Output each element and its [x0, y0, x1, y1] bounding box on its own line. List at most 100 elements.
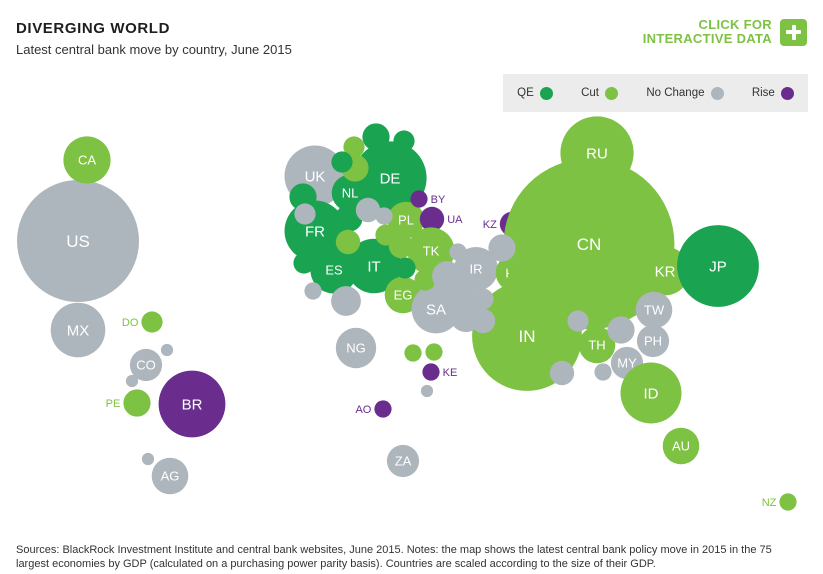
country-bubble-unlabeled-43[interactable]: [289, 183, 317, 211]
country-bubble-unlabeled-74[interactable]: [420, 384, 434, 398]
country-label-mx: MX: [67, 322, 90, 339]
country-bubble-do[interactable]: [141, 311, 163, 333]
country-bubble-unlabeled-55[interactable]: [304, 282, 322, 300]
country-label-ca: CA: [78, 153, 96, 168]
country-bubble-unlabeled-51[interactable]: [293, 252, 315, 274]
country-bubble-unlabeled-54[interactable]: [331, 286, 361, 316]
country-bubble-unlabeled-50[interactable]: [388, 233, 414, 259]
country-label-tk: TK: [423, 244, 440, 259]
country-bubble-ca[interactable]: [63, 136, 111, 184]
country-bubble-unlabeled-45[interactable]: [375, 207, 393, 225]
country-bubble-kr[interactable]: [640, 246, 690, 296]
country-bubble-id[interactable]: [620, 362, 682, 424]
country-bubble-unlabeled-66[interactable]: [607, 316, 635, 344]
plus-icon[interactable]: [780, 18, 807, 46]
country-bubble-unlabeled-49[interactable]: [394, 257, 416, 279]
country-bubble-ph[interactable]: [636, 324, 670, 358]
country-label-pl: PL: [398, 213, 414, 228]
country-label-br: BR: [182, 396, 203, 413]
country-label-pe: PE: [106, 398, 121, 410]
country-bubble-ng[interactable]: [335, 327, 377, 369]
country-label-za: ZA: [395, 454, 412, 469]
country-bubble-unlabeled-59[interactable]: [472, 288, 494, 310]
country-label-co: CO: [136, 358, 156, 373]
country-bubble-unlabeled-39[interactable]: [362, 123, 390, 151]
country-label-ua: UA: [447, 214, 463, 226]
legend-label-no-change: No Change: [646, 87, 705, 99]
country-bubble-it[interactable]: [346, 238, 402, 294]
country-bubble-th[interactable]: [578, 326, 616, 364]
country-bubble-unlabeled-40[interactable]: [343, 136, 365, 158]
country-label-ph: PH: [644, 334, 662, 349]
country-label-cn: CN: [577, 235, 602, 254]
legend-swatch-no-change: [710, 86, 724, 100]
country-bubble-by[interactable]: [410, 190, 428, 208]
country-bubble-unlabeled-70[interactable]: [125, 374, 139, 388]
country-label-nl: NL: [342, 186, 359, 201]
country-bubble-unlabeled-71[interactable]: [141, 452, 155, 466]
country-bubble-es[interactable]: [310, 246, 358, 294]
country-bubble-unlabeled-42[interactable]: [335, 229, 361, 255]
country-bubble-unlabeled-60[interactable]: [449, 243, 467, 261]
country-label-my: MY: [617, 356, 637, 371]
country-bubble-unlabeled-53[interactable]: [294, 203, 316, 225]
country-bubble-us[interactable]: [17, 180, 139, 302]
country-bubble-au[interactable]: [662, 427, 700, 465]
legend-label-rise: Rise: [751, 87, 775, 99]
country-bubble-unlabeled-56[interactable]: [414, 269, 436, 291]
country-bubble-unlabeled-73[interactable]: [425, 343, 443, 361]
country-label-ke: KE: [443, 367, 458, 379]
country-bubble-unlabeled-62[interactable]: [470, 308, 496, 334]
country-label-ru: RU: [586, 145, 608, 162]
legend-label-qe: QE: [517, 87, 534, 99]
country-label-sa: SA: [426, 301, 446, 318]
country-bubble-unlabeled-67[interactable]: [594, 363, 612, 381]
country-bubble-ke[interactable]: [422, 363, 440, 381]
legend-item-rise: Rise: [751, 86, 794, 100]
country-bubble-pl[interactable]: [387, 201, 425, 239]
source-note: Sources: BlackRock Investment Institute …: [16, 544, 772, 570]
country-label-uk: UK: [305, 168, 326, 185]
country-bubble-nz[interactable]: [779, 493, 797, 511]
country-bubble-co[interactable]: [129, 348, 163, 382]
legend-swatch-qe: [539, 86, 553, 100]
country-bubble-ag[interactable]: [151, 457, 189, 495]
country-bubble-unlabeled-41[interactable]: [335, 204, 363, 232]
country-label-nz: NZ: [762, 497, 777, 509]
country-label-au: AU: [672, 439, 690, 454]
country-bubble-pe[interactable]: [123, 389, 151, 417]
country-bubble-br[interactable]: [158, 370, 226, 438]
country-bubble-unlabeled-72[interactable]: [404, 344, 422, 362]
country-bubble-unlabeled-63[interactable]: [488, 234, 516, 262]
country-bubble-tw[interactable]: [635, 291, 673, 329]
legend-item-no-change: No Change: [646, 86, 724, 100]
country-label-do: DO: [122, 317, 139, 329]
country-label-ng: NG: [346, 341, 366, 356]
country-bubble-jp[interactable]: [677, 225, 759, 307]
country-bubble-ao[interactable]: [374, 400, 392, 418]
interactive-data-label[interactable]: CLICK FOR INTERACTIVE DATA: [643, 18, 772, 46]
country-bubble-unlabeled-68[interactable]: [549, 360, 575, 386]
country-label-it: IT: [367, 258, 380, 275]
country-bubble-unlabeled-64[interactable]: [567, 310, 589, 332]
legend-item-cut: Cut: [581, 86, 618, 100]
country-bubble-mx[interactable]: [50, 302, 106, 358]
country-bubble-ua[interactable]: [419, 206, 445, 232]
interactive-data-line1: CLICK FOR: [698, 17, 772, 32]
country-bubble-unlabeled-52[interactable]: [331, 151, 353, 173]
country-label-eg: EG: [394, 288, 413, 303]
country-bubble-za[interactable]: [386, 444, 420, 478]
country-label-kr: KR: [655, 263, 676, 280]
interactive-data-link[interactable]: CLICK FOR INTERACTIVE DATA: [643, 18, 807, 46]
country-label-ag: AG: [161, 469, 180, 484]
country-bubble-unlabeled-65[interactable]: [589, 307, 611, 329]
country-label-id: ID: [644, 385, 659, 402]
country-bubble-unlabeled-46[interactable]: [393, 130, 415, 152]
country-label-th: TH: [588, 338, 605, 353]
country-label-fr: FR: [305, 223, 325, 240]
country-bubble-de[interactable]: [353, 141, 427, 215]
legend-swatch-cut: [605, 86, 618, 100]
country-bubble-unlabeled-69[interactable]: [160, 343, 174, 357]
country-bubble-unlabeled-44[interactable]: [355, 197, 381, 223]
